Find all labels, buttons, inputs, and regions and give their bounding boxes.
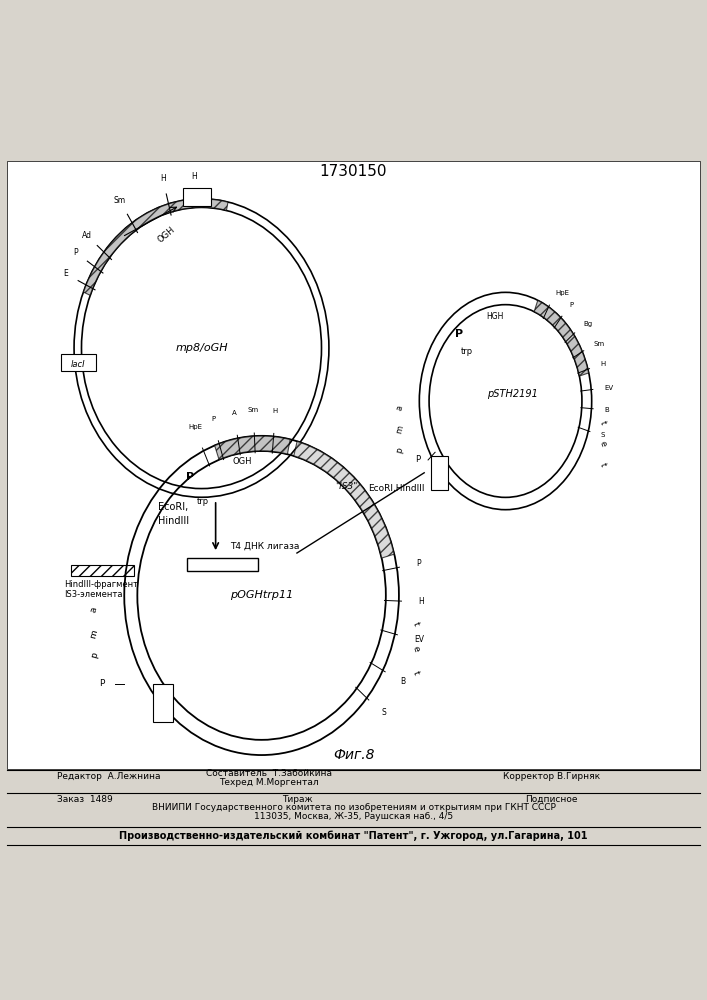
Text: B: B: [604, 407, 609, 413]
Text: Подписное: Подписное: [525, 795, 578, 804]
Text: EV: EV: [414, 635, 424, 644]
Text: HindIII-фрагмент: HindIII-фрагмент: [64, 580, 138, 589]
Text: 1730150: 1730150: [320, 164, 387, 179]
Text: S: S: [382, 708, 387, 717]
Text: H: H: [600, 361, 606, 367]
Text: Фиг.8: Фиг.8: [333, 748, 374, 762]
Polygon shape: [534, 300, 589, 376]
Bar: [187, 558, 258, 571]
Text: OGH: OGH: [156, 225, 177, 245]
Text: t: t: [598, 419, 608, 425]
Text: pOGHtrp11: pOGHtrp11: [230, 590, 293, 600]
Text: H: H: [273, 408, 278, 414]
Text: H: H: [192, 172, 197, 181]
Text: m: m: [88, 629, 100, 640]
Text: P: P: [455, 329, 464, 339]
Text: Производственно-издательский комбинат "Патент", г. Ужгород, ул.Гагарина, 101: Производственно-издательский комбинат "П…: [119, 831, 588, 841]
Text: pSTH2191: pSTH2191: [487, 389, 538, 399]
Text: p: p: [395, 447, 405, 454]
Text: HGH: HGH: [486, 312, 503, 321]
Text: a: a: [395, 404, 405, 412]
Text: Корректор В.Гирняк: Корректор В.Гирняк: [503, 772, 600, 781]
Text: t: t: [411, 620, 421, 627]
Text: m: m: [395, 424, 405, 434]
Text: trp: trp: [197, 497, 209, 506]
Polygon shape: [215, 436, 290, 460]
Text: 113035, Москва, Ж-35, Раушская наб., 4/5: 113035, Москва, Ж-35, Раушская наб., 4/5: [254, 812, 453, 821]
Text: E: E: [63, 269, 68, 278]
Text: Sm: Sm: [594, 341, 605, 347]
Text: trp: trp: [460, 347, 473, 356]
Text: P: P: [99, 679, 105, 688]
Text: EcoRI,HindIII: EcoRI,HindIII: [368, 484, 424, 493]
Text: B: B: [400, 677, 405, 686]
Bar: [61, 354, 96, 371]
Text: p: p: [89, 652, 99, 659]
Text: HindIII: HindIII: [158, 516, 189, 526]
Text: P: P: [569, 302, 573, 308]
Text: Ad: Ad: [81, 231, 92, 240]
Text: Техред М.Моргентал: Техред М.Моргентал: [219, 778, 318, 787]
Text: mp8/oGH: mp8/oGH: [175, 343, 228, 353]
Bar: [71, 565, 134, 576]
Text: T4 ДНК лигаза: T4 ДНК лигаза: [230, 541, 299, 550]
Text: P: P: [211, 416, 215, 422]
Text: "IS3": "IS3": [335, 482, 358, 491]
Bar: [431, 456, 448, 490]
Text: EcoRI,: EcoRI,: [158, 502, 188, 512]
Text: Sm: Sm: [114, 196, 126, 205]
Text: EV: EV: [604, 385, 613, 391]
Text: P: P: [415, 455, 420, 464]
Text: Составитель  Т.Забойкина: Составитель Т.Забойкина: [206, 769, 332, 778]
Text: a: a: [89, 606, 99, 613]
Text: P: P: [416, 559, 421, 568]
Text: Bg: Bg: [584, 321, 592, 327]
Text: ВНИИПИ Государственного комитета по изобретениям и открытиям при ГКНТ СССР: ВНИИПИ Государственного комитета по изоб…: [151, 803, 556, 812]
Text: IS3-элемента: IS3-элемента: [64, 590, 122, 599]
Bar: [183, 188, 211, 206]
Text: Sm: Sm: [248, 407, 259, 413]
Text: e: e: [598, 439, 608, 447]
Text: P: P: [74, 248, 78, 257]
Text: P: P: [186, 472, 194, 482]
Text: HpE: HpE: [555, 290, 569, 296]
Text: lacI: lacI: [71, 360, 86, 369]
Text: Заказ  1489: Заказ 1489: [57, 795, 112, 804]
FancyBboxPatch shape: [7, 161, 700, 769]
Text: HpE: HpE: [188, 424, 202, 430]
Text: S: S: [601, 432, 605, 438]
Bar: [153, 684, 173, 722]
Text: Редактор  А.Лежнина: Редактор А.Лежнина: [57, 772, 160, 781]
Polygon shape: [83, 199, 228, 295]
Text: H: H: [419, 597, 424, 606]
Text: t: t: [411, 670, 421, 676]
Text: H: H: [160, 174, 165, 183]
Text: A: A: [232, 410, 237, 416]
Polygon shape: [293, 441, 395, 558]
Text: e: e: [411, 644, 421, 653]
Text: OGH: OGH: [232, 457, 252, 466]
Text: Тираж: Тираж: [281, 795, 312, 804]
Text: t: t: [598, 462, 608, 468]
